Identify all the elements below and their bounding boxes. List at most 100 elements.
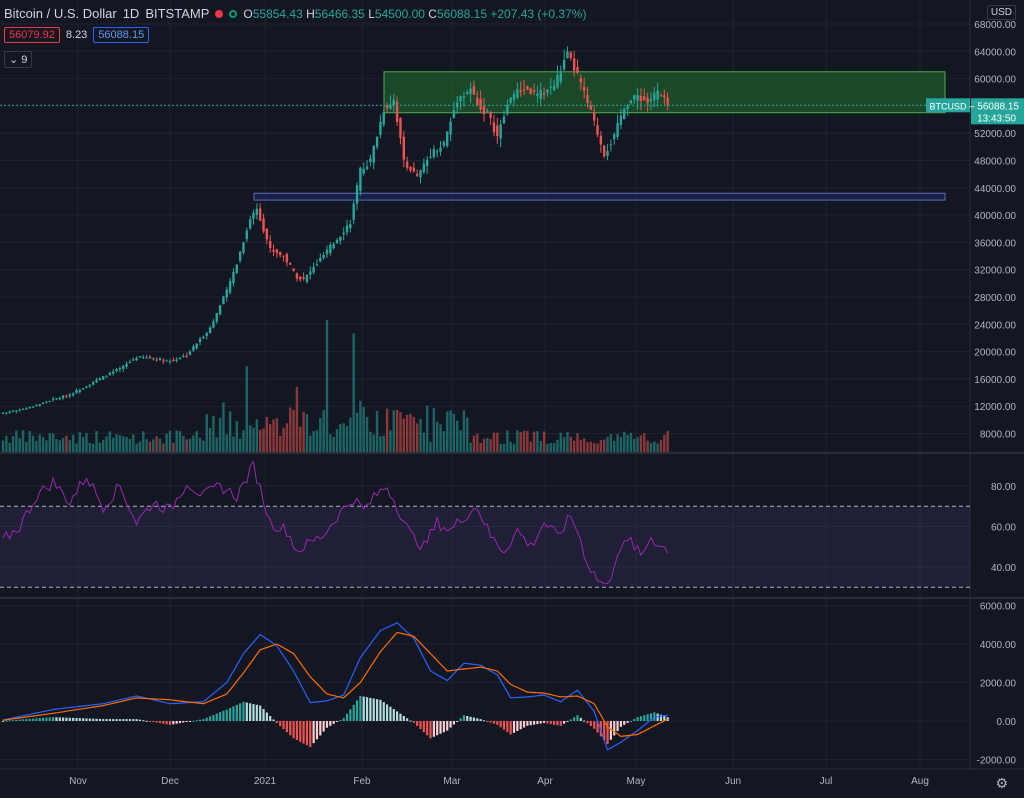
time-tick-label: Feb	[353, 776, 371, 787]
volume-bars	[1, 319, 669, 452]
macd-histogram-bar	[138, 719, 142, 721]
volume-bar	[549, 443, 552, 452]
macd-histogram-bar	[5, 720, 8, 722]
candle-body	[606, 150, 609, 156]
macd-histogram-bar	[506, 721, 509, 733]
volume-bar	[185, 439, 188, 452]
macd-histogram-bar	[28, 718, 31, 721]
candle-body	[98, 378, 102, 380]
volume-bar	[476, 433, 479, 452]
volume-bar	[446, 411, 449, 452]
volume-bar	[559, 432, 562, 452]
volume-bar	[486, 438, 489, 452]
candle-body	[222, 296, 225, 305]
volume-bar	[576, 433, 579, 452]
volume-bar	[71, 434, 75, 452]
macd-histogram-bar	[11, 720, 15, 722]
macd-histogram-bar	[502, 721, 506, 730]
price-tick-label: 36000.00	[974, 238, 1016, 249]
last-price-tag	[971, 98, 1024, 125]
candle-body	[218, 305, 222, 315]
candle-body	[45, 401, 48, 403]
candle-body	[265, 228, 269, 240]
macd-histogram-bar	[102, 719, 105, 721]
candle-body	[546, 89, 549, 93]
volume-bar	[195, 431, 198, 452]
candle-body	[198, 338, 202, 343]
currency-button[interactable]: USD	[986, 5, 1016, 20]
indicators-toggle-button[interactable]: ⌄ 9	[4, 51, 33, 68]
macd-histogram-bar	[342, 718, 345, 721]
volume-bar	[5, 435, 8, 452]
macd-histogram-bar	[112, 719, 115, 721]
interval-label[interactable]: 1D	[122, 6, 140, 21]
time-axis[interactable]: Nov Dec 2021 Feb Mar Apr May Jun Jul Aug	[69, 776, 929, 787]
candle-body	[429, 156, 432, 158]
candle-body	[279, 252, 282, 256]
ask-price-button[interactable]: 56088.15	[93, 27, 150, 43]
volume-bar	[415, 423, 419, 452]
volume-bar	[258, 429, 262, 452]
macd-tick-label: 2000.00	[980, 679, 1017, 690]
candle-body	[175, 359, 178, 361]
macd-histogram-bar	[95, 718, 98, 721]
macd-histogram-bar	[68, 717, 71, 721]
candle-body	[609, 144, 613, 146]
macd-histogram-bar	[636, 717, 639, 721]
candle-body	[48, 401, 51, 403]
macd-histogram-bar	[479, 719, 482, 721]
macd-histogram-bar	[21, 719, 25, 721]
change-value: +207.43 (+0.37%)	[490, 6, 587, 21]
volume-bar	[125, 436, 128, 452]
volume-bar	[572, 440, 576, 452]
candle-body	[549, 86, 552, 88]
rsi-line	[2, 460, 669, 585]
price-tick-label: 24000.00	[974, 320, 1016, 331]
candle-body	[399, 118, 402, 138]
price-tick-label: 48000.00	[974, 157, 1016, 168]
gear-icon[interactable]: ⚙	[995, 775, 1008, 791]
volume-bar	[242, 430, 245, 452]
macd-histogram-bar	[352, 704, 355, 721]
macd-histogram-bar	[339, 720, 342, 722]
macd-histogram-bar	[422, 721, 425, 733]
macd-histogram-bar	[623, 721, 626, 725]
candle-body	[302, 277, 305, 280]
candle-body	[132, 359, 135, 361]
candle-body	[342, 232, 345, 235]
macd-histogram-bar	[275, 721, 278, 723]
volume-bar	[432, 408, 436, 452]
volume-bar	[666, 430, 669, 452]
macd-histogram-bar	[309, 721, 312, 747]
macd-histogram-bar	[659, 714, 663, 721]
candle-body	[305, 274, 309, 282]
candle-body	[215, 313, 218, 322]
price-tick-label: 32000.00	[974, 266, 1016, 277]
bid-price-button[interactable]: 56079.92	[4, 27, 60, 43]
volume-bar	[182, 435, 185, 452]
volume-bar	[389, 430, 392, 452]
rsi-tick-label: 40.00	[991, 563, 1016, 574]
macd-histogram-bar	[125, 719, 128, 721]
volume-bar	[442, 431, 446, 452]
candle-body	[295, 273, 299, 279]
macd-histogram-bar	[25, 719, 28, 721]
macd-histogram-bar	[526, 721, 529, 726]
volume-bar	[425, 405, 429, 452]
candle-body	[312, 266, 315, 273]
macd-histogram-bar	[482, 720, 486, 722]
volume-bar	[81, 437, 85, 452]
volume-bar	[108, 431, 112, 452]
volume-bar	[319, 418, 322, 452]
symbol-name[interactable]: Bitcoin / U.S. Dollar	[4, 6, 117, 21]
volume-bar	[529, 441, 532, 452]
volume-bar	[262, 428, 265, 452]
price-tick-label: 8000.00	[980, 430, 1017, 441]
macd-histogram-bar	[439, 721, 442, 734]
volume-bar	[299, 426, 302, 452]
volume-bar	[405, 414, 409, 452]
price-tick-label: 68000.00	[974, 20, 1016, 31]
candle-body	[31, 406, 35, 408]
volume-bar	[466, 417, 469, 452]
